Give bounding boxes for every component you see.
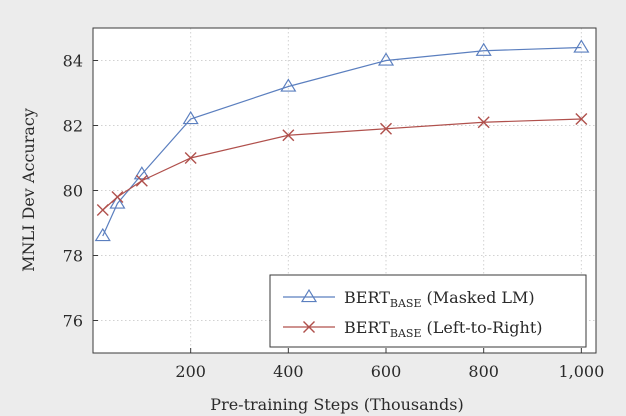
x-axis-label: Pre-training Steps (Thousands) — [210, 395, 463, 414]
series-line — [102, 46, 582, 237]
data-point — [573, 39, 590, 53]
y-tick-label: 82 — [63, 117, 83, 136]
data-point — [133, 166, 150, 180]
marker-stroke — [477, 116, 490, 129]
series-2 — [96, 113, 588, 216]
data-point — [280, 78, 297, 92]
data-point — [94, 227, 111, 242]
y-tick-label: 78 — [63, 247, 83, 266]
x-axis: 200 400 600 800 1,000 — [175, 348, 604, 381]
legend-marker — [300, 288, 318, 303]
marker-stroke — [111, 191, 124, 203]
data-point — [475, 42, 492, 56]
series-1 — [94, 39, 590, 242]
data-point — [111, 191, 124, 203]
data-point — [575, 113, 588, 125]
y-axis-label: MNLI Dev Accuracy — [19, 108, 38, 272]
x-tick-label: 200 — [175, 362, 206, 381]
series-group — [94, 39, 590, 242]
x-tick-label: 1,000 — [558, 362, 604, 381]
y-axis: 76 78 80 82 84 — [63, 52, 98, 331]
legend-box — [269, 274, 587, 348]
plot-border — [92, 27, 597, 354]
x-tick-label: 800 — [468, 362, 499, 381]
data-point — [182, 110, 199, 125]
series-line — [102, 118, 582, 211]
marker-stroke — [303, 321, 315, 333]
marker-stroke — [282, 129, 295, 142]
y-tick-label: 76 — [63, 312, 83, 331]
x-tick-label: 600 — [371, 362, 402, 381]
legend-entry-1: BERTBASE (Masked LM) — [283, 288, 535, 310]
y-tick-label: 84 — [63, 52, 83, 71]
marker-stroke — [575, 113, 588, 125]
data-point — [96, 204, 109, 216]
data-point — [380, 122, 393, 135]
legend-label: BERTBASE (Left-to-Right) — [344, 318, 543, 340]
marker-stroke — [96, 204, 109, 216]
legend-label: BERTBASE (Masked LM) — [344, 288, 535, 310]
legend: BERTBASE (Masked LM) BERTBASE (Left-to-Ri… — [269, 274, 587, 348]
legend-marker — [303, 321, 315, 333]
x-tick-label: 400 — [273, 362, 304, 381]
data-point — [135, 174, 148, 187]
legend-entry-2: BERTBASE (Left-to-Right) — [283, 318, 543, 340]
data-point — [109, 195, 126, 209]
data-point — [377, 52, 395, 66]
marker-stroke — [380, 122, 393, 135]
marker-stroke — [184, 152, 197, 164]
data-point — [282, 129, 295, 142]
marker-stroke — [135, 174, 148, 187]
y-tick-label: 80 — [63, 182, 83, 201]
data-point — [477, 116, 490, 129]
data-point — [184, 152, 197, 164]
